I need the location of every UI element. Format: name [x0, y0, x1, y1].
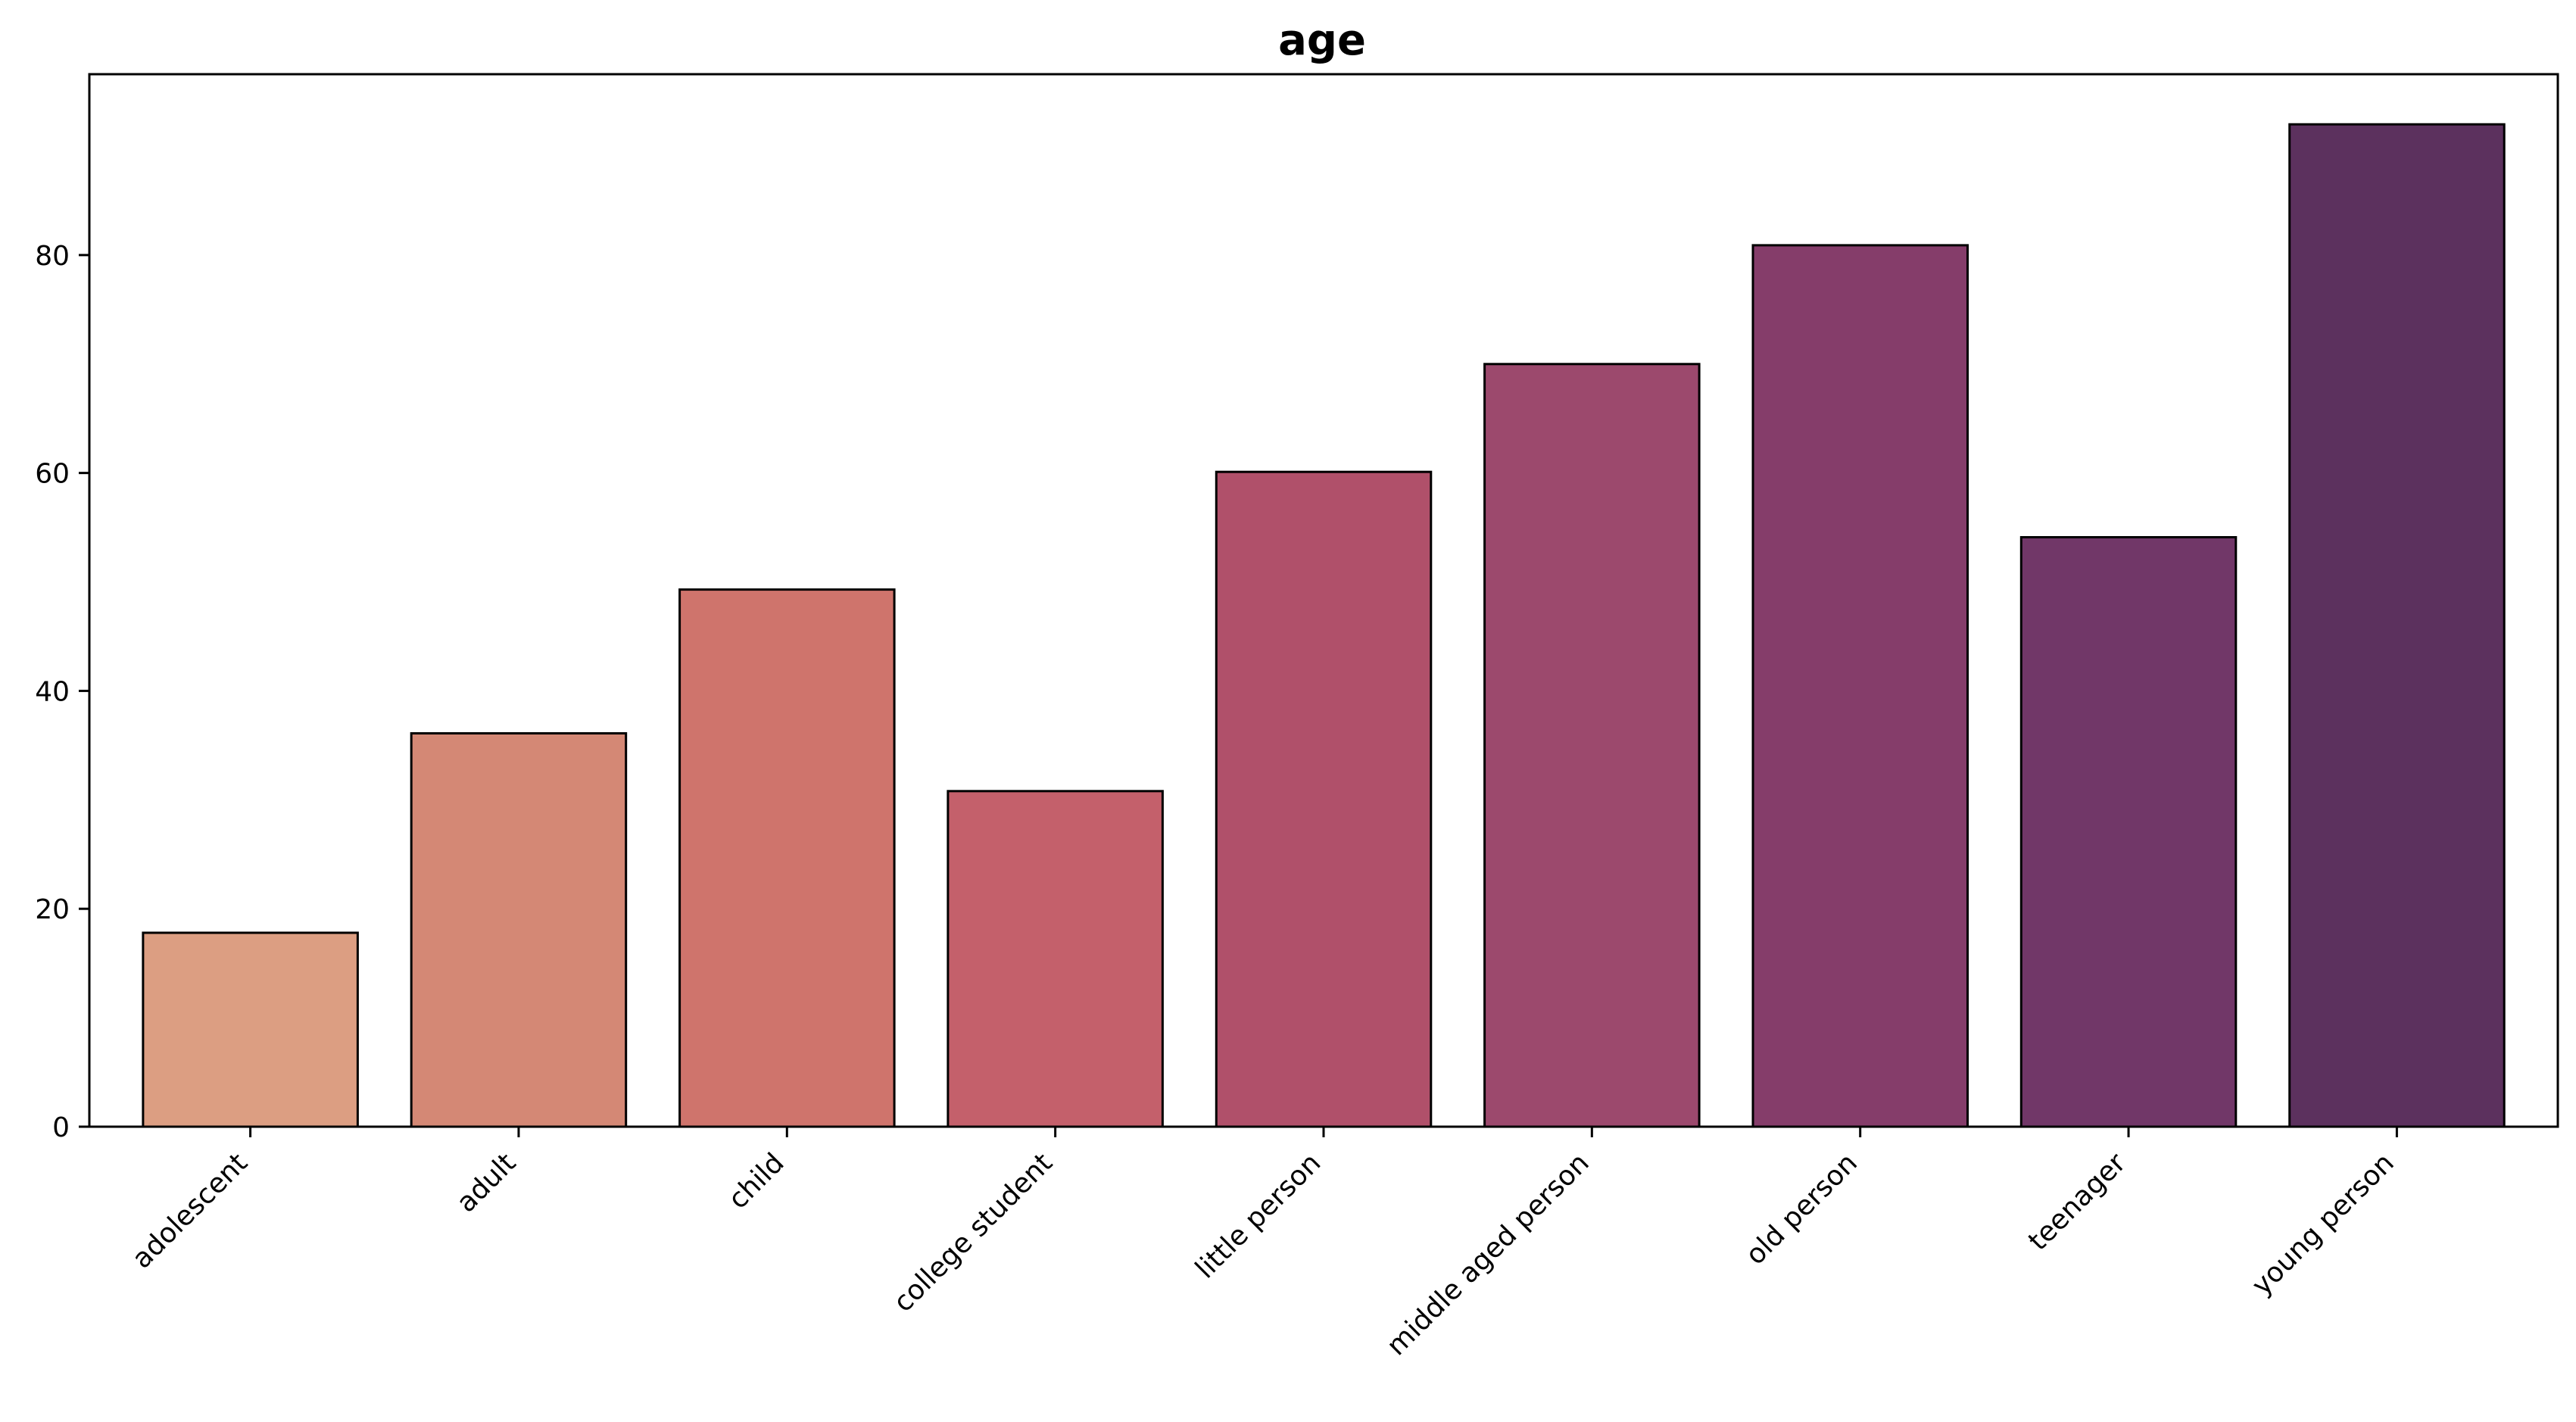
y-tick-label: 40 [35, 676, 70, 707]
bars-layer [142, 123, 2506, 1128]
bar-adolescent [142, 931, 359, 1128]
y-tick-label: 20 [35, 894, 70, 925]
bar-little-person [1215, 470, 1433, 1128]
x-tick-label: adult [451, 1147, 522, 1218]
bar-child [678, 588, 896, 1128]
bar-middle-aged-person [1483, 363, 1701, 1128]
bar-old-person [1751, 244, 1969, 1128]
y-tick-label: 80 [35, 241, 70, 272]
x-tick-label: middle aged person [1381, 1147, 1595, 1361]
y-tick-label: 60 [35, 459, 70, 490]
x-tick-label: young person [2246, 1147, 2400, 1301]
x-tick-label: child [722, 1147, 790, 1215]
bar-teenager [2019, 536, 2238, 1128]
bar-adult [410, 732, 628, 1128]
x-tick-label: adolescent [126, 1147, 254, 1274]
bar-young-person [2288, 123, 2506, 1128]
bar-college-student [947, 790, 1164, 1128]
x-tick-label: teenager [2022, 1147, 2132, 1256]
x-tick-label: college student [887, 1147, 1059, 1318]
x-tick-label: old person [1740, 1147, 1863, 1271]
plot-frame [88, 73, 2559, 1128]
chart-title: age [1278, 16, 1366, 65]
x-tick-label: little person [1190, 1147, 1327, 1284]
y-tick-label: 0 [52, 1112, 70, 1143]
